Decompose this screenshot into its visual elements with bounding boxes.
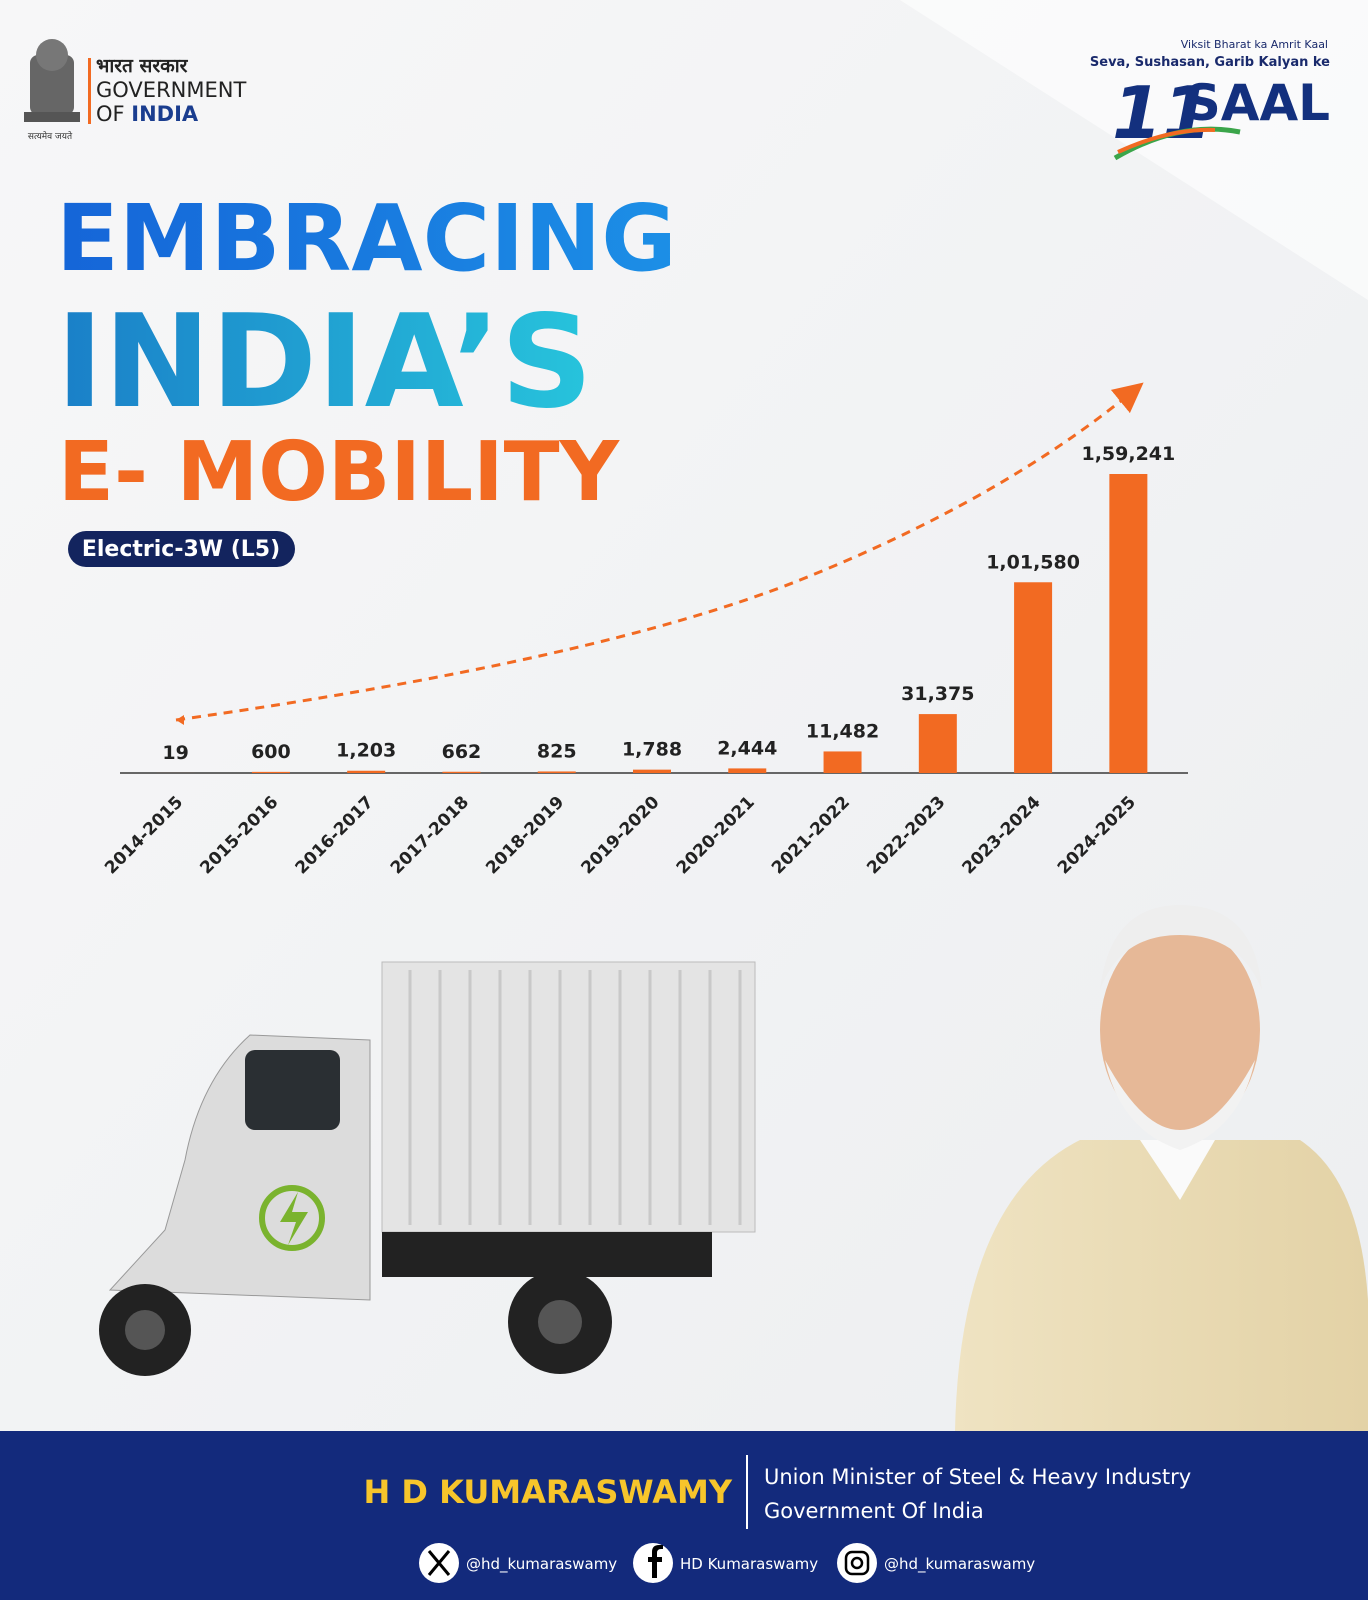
bar (537, 771, 576, 773)
gov-of: OF (96, 102, 125, 126)
social-handle[interactable]: HD Kumaraswamy (680, 1555, 818, 1573)
value-label: 662 (442, 741, 482, 763)
title-line: E- MOBILITY (58, 425, 621, 520)
footer-divider (746, 1455, 748, 1529)
bar (251, 771, 290, 773)
value-label: 1,203 (336, 740, 396, 762)
social-handle[interactable]: @hd_kumaraswamy (884, 1555, 1035, 1574)
bar (918, 714, 957, 773)
value-label: 2,444 (717, 737, 777, 759)
emblem (24, 39, 80, 122)
value-label: 1,59,241 (1081, 443, 1175, 465)
value-label: 11,482 (806, 720, 879, 742)
value-label: 825 (537, 740, 577, 762)
footer-org: Government Of India (764, 1499, 984, 1523)
value-label: 1,788 (622, 739, 682, 761)
instagram-icon[interactable] (837, 1543, 877, 1583)
social-handle[interactable]: @hd_kumaraswamy (466, 1555, 617, 1574)
value-label: 600 (251, 741, 291, 763)
title-line: INDIA’S (56, 288, 593, 437)
truck-illustration (99, 961, 756, 1376)
footer-name: H D KUMARASWAMY (363, 1473, 732, 1511)
footer-band (0, 1431, 1368, 1600)
value-label: 1,01,580 (986, 551, 1080, 573)
bar (347, 770, 386, 773)
footer-role: Union Minister of Steel & Heavy Industry (764, 1465, 1191, 1489)
chart-subtitle: Electric-3W (L5) (82, 537, 280, 562)
trend-arrow-start (176, 715, 184, 725)
badge-word: SAAL (1185, 74, 1330, 132)
badge-number: 11 (1112, 71, 1212, 155)
badge-tagline: Viksit Bharat ka Amrit Kaal (1181, 38, 1328, 51)
gov-line: GOVERNMENT (96, 78, 246, 102)
gov-hindi: भारत सरकार (96, 55, 189, 77)
badge-swoosh (1117, 127, 1216, 154)
badge-subtitle: Seva, Sushasan, Garib Kalyan ke (1090, 55, 1330, 70)
social-icons (419, 1543, 877, 1583)
value-label: 31,375 (901, 683, 974, 705)
gov-india: INDIA (131, 102, 199, 126)
title-line: EMBRACING (56, 185, 677, 292)
emblem-motto: सत्यमेव जयते (28, 130, 73, 142)
value-label: 19 (162, 742, 188, 764)
bar (633, 769, 671, 773)
instagram-glyph (844, 1550, 870, 1576)
bar (1109, 474, 1148, 773)
gov-line: OF INDIA (96, 102, 199, 126)
bar (728, 768, 767, 773)
facebook-glyph (648, 1545, 663, 1578)
subtitle-pill (68, 531, 295, 567)
bar (823, 751, 862, 773)
portrait-illustration (955, 905, 1368, 1431)
instagram-glyph (850, 1556, 864, 1570)
bar (1014, 582, 1053, 773)
divider (88, 58, 91, 124)
x-glyph (427, 1550, 451, 1576)
bar (442, 771, 481, 773)
